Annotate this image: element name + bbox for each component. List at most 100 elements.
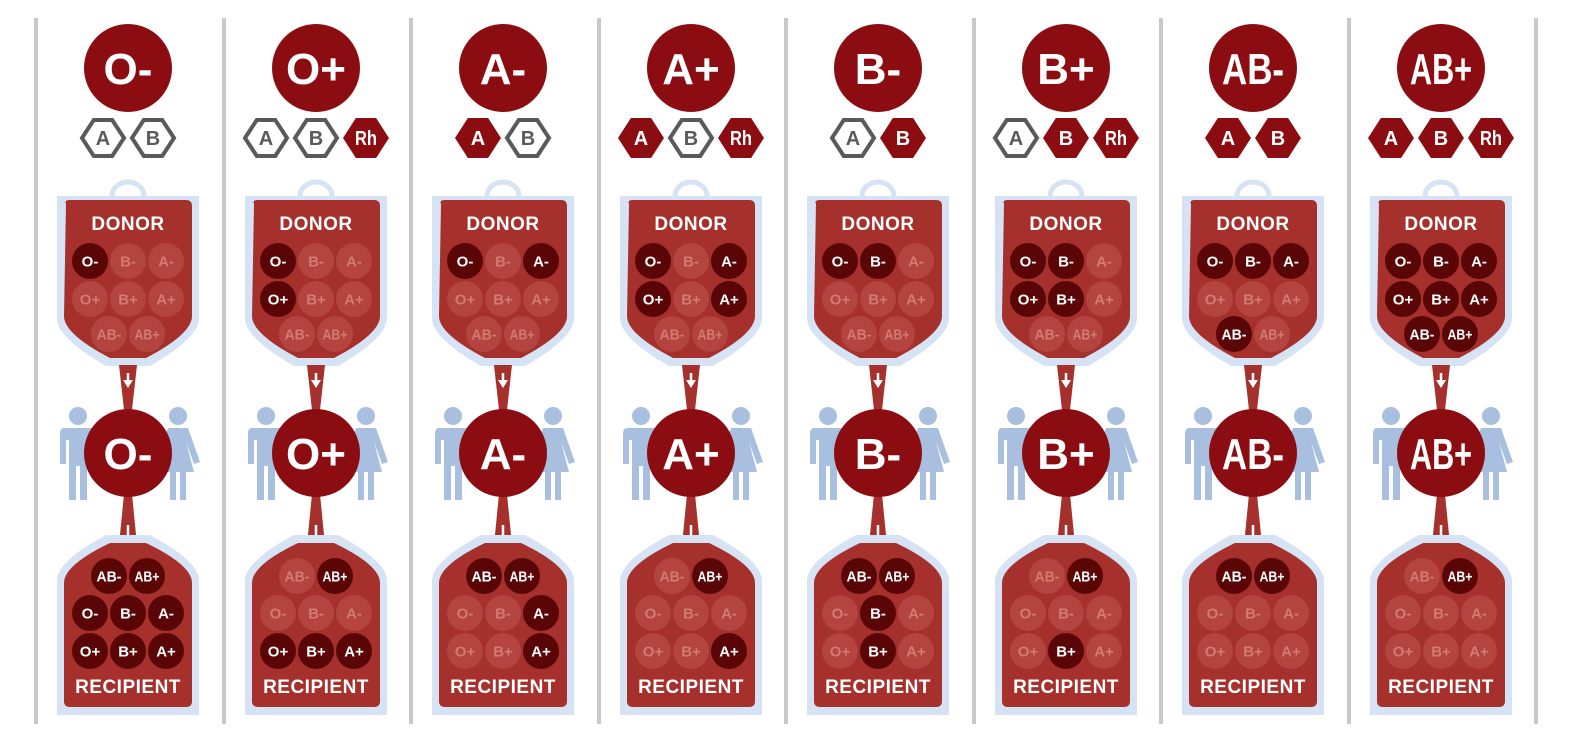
recipient-bag: AB- AB+ O- B- A- O+ B+ A+ RECIPIENT — [1182, 535, 1324, 715]
blood-type-cell: B+ — [672, 281, 709, 317]
blood-type-cell: O+ — [1384, 633, 1421, 669]
blood-type-cell-label: A- — [533, 254, 549, 271]
blood-type-cell: A- — [898, 243, 934, 279]
blood-type-title: AB- — [1222, 45, 1284, 94]
person-blood-type-badge: AB+ — [1396, 409, 1485, 497]
blood-type-cell-label: A+ — [156, 292, 176, 309]
blood-type-cell: AB+ — [691, 558, 728, 594]
blood-type-cell-label: B- — [308, 606, 324, 623]
blood-type-cell: O- — [72, 595, 108, 631]
blood-type-cell: AB- — [653, 558, 690, 594]
blood-type-cell-label: A+ — [531, 644, 551, 661]
blood-type-cell-label: B- — [1058, 254, 1074, 271]
blood-type-cell-label: B+ — [306, 292, 326, 309]
blood-type-cell-label: A- — [346, 606, 362, 623]
blood-type-cell-label: AB+ — [885, 327, 910, 344]
blood-type-cell-label: O- — [82, 606, 99, 623]
blood-type-cell: A+ — [1460, 633, 1497, 669]
blood-type-cell-label: A+ — [1469, 292, 1489, 309]
blood-type-cell: A- — [335, 595, 372, 631]
blood-type-cell-label: O+ — [1205, 292, 1226, 309]
blood-type-cell: O- — [72, 243, 108, 279]
blood-type-cell: A+ — [898, 281, 934, 317]
blood-type-cell: A+ — [1273, 281, 1309, 317]
blood-type-column: AB+ A B Rh DONOR O- B- A- O+ B+ A+ AB- AB+ AB+ AB- AB+ O… — [1349, 0, 1533, 743]
blood-type-cell-label: A- — [1283, 254, 1299, 271]
blood-type-column: O- A B DONOR O- B- A- O+ B+ A+ AB- AB+ O- AB- AB+ O- B- A… — [36, 0, 220, 743]
blood-type-cell-label: AB- — [472, 327, 497, 344]
blood-type-cell: O+ — [447, 281, 483, 317]
transfer-arrow — [494, 365, 512, 548]
blood-type-cell-label: B- — [120, 254, 136, 271]
antigen-row: A B Rh — [992, 118, 1139, 158]
blood-type-cell-label: O- — [1207, 254, 1224, 271]
blood-type-cell-label: O+ — [830, 644, 851, 661]
blood-type-badge: O- — [84, 24, 172, 112]
antigen-hexagon-rh: Rh — [1467, 118, 1514, 158]
blood-type-cell-label: A+ — [1469, 644, 1489, 661]
person-blood-type: AB+ — [1410, 430, 1472, 479]
blood-type-cell-label: O- — [457, 606, 474, 623]
antigen-label: A — [846, 128, 860, 150]
blood-type-cell: A- — [523, 243, 559, 279]
blood-type-cell-label: O+ — [642, 644, 663, 661]
blood-type-cell: AB- — [841, 558, 877, 594]
blood-type-cell: B+ — [485, 281, 521, 317]
blood-type-cell-label: B+ — [868, 292, 888, 309]
blood-type-column: A+ A B Rh DONOR O- B- A- O+ B+ A+ AB- AB+ A+ AB- AB+ O- B… — [599, 0, 783, 743]
antigen-label: A — [258, 128, 272, 150]
blood-type-cell-label: A+ — [531, 292, 551, 309]
blood-type-cell-label: A- — [1471, 254, 1487, 271]
antigen-hexagon-a: A — [1367, 118, 1414, 158]
blood-type-cell-label: AB- — [1222, 327, 1247, 344]
blood-type-cell: AB- — [91, 316, 127, 352]
blood-type-cell: O- — [1384, 595, 1421, 631]
blood-type-column: AB- A B DONOR O- B- A- O+ B+ A+ AB- AB+ AB- AB- AB+ O- B… — [1161, 0, 1345, 743]
blood-type-cell-label: AB+ — [135, 569, 160, 586]
blood-type-cell-label: B+ — [493, 644, 513, 661]
blood-type-cell-label: AB+ — [1447, 569, 1472, 586]
blood-type-cell: AB- — [1216, 558, 1252, 594]
blood-type-cell-label: O+ — [642, 292, 663, 309]
column-divider — [596, 18, 601, 724]
blood-type-cell: B+ — [297, 281, 334, 317]
donor-label: DONOR — [1404, 214, 1477, 235]
antigen-label: Rh — [1480, 128, 1502, 150]
blood-type-cell: B+ — [297, 633, 334, 669]
blood-type-cell: A- — [898, 595, 934, 631]
donor-label: DONOR — [466, 214, 539, 235]
blood-type-cell-label: A+ — [344, 292, 364, 309]
blood-type-cell-label: A- — [158, 254, 174, 271]
blood-type-cell-label: B+ — [1431, 644, 1451, 661]
person-blood-type: B- — [855, 430, 901, 479]
blood-type-cell-label: AB- — [284, 327, 309, 344]
donor-bag: DONOR O- B- A- O+ B+ A+ AB- AB+ — [244, 179, 387, 366]
blood-type-cell: O+ — [72, 281, 108, 317]
blood-type-title: B+ — [1037, 45, 1094, 94]
blood-type-cell-label: B- — [870, 254, 886, 271]
blood-type-cell-label: AB- — [1222, 569, 1247, 586]
blood-type-cell: B- — [485, 595, 521, 631]
person-blood-type-badge: O- — [84, 409, 172, 497]
recipient-bag: AB- AB+ O- B- A- O+ B+ A+ RECIPIENT — [57, 535, 199, 715]
donor-label: DONOR — [1216, 214, 1289, 235]
blood-type-column: A- A B DONOR O- B- A- O+ B+ A+ AB- AB+ A- AB- AB+ O- B- A… — [411, 0, 595, 743]
recipient-bag: AB- AB+ O- B- A- O+ B+ A+ RECIPIENT — [432, 535, 574, 715]
antigen-row: A B Rh — [617, 118, 764, 158]
person-blood-type-badge: AB- — [1209, 409, 1297, 497]
blood-type-cell-label: A- — [1471, 606, 1487, 623]
antigen-hexagon-rh: Rh — [717, 118, 764, 158]
blood-type-title: O- — [104, 45, 153, 94]
donor-bag: DONOR O- B- A- O+ B+ A+ AB- AB+ — [807, 179, 949, 366]
blood-type-badge: B- — [834, 24, 922, 112]
blood-type-cell: A+ — [523, 281, 559, 317]
donor-label: DONOR — [841, 214, 914, 235]
blood-type-cell: B- — [860, 595, 896, 631]
blood-type-cell: AB+ — [879, 558, 915, 594]
recipient-label: RECIPIENT — [1388, 677, 1494, 698]
recipient-bag: AB- AB+ O- B- A- O+ B+ A+ RECIPIENT — [244, 535, 387, 715]
blood-type-cell: A- — [1460, 595, 1497, 631]
blood-type-cell-label: A- — [1096, 606, 1112, 623]
blood-type-cell-label: A+ — [719, 644, 739, 661]
